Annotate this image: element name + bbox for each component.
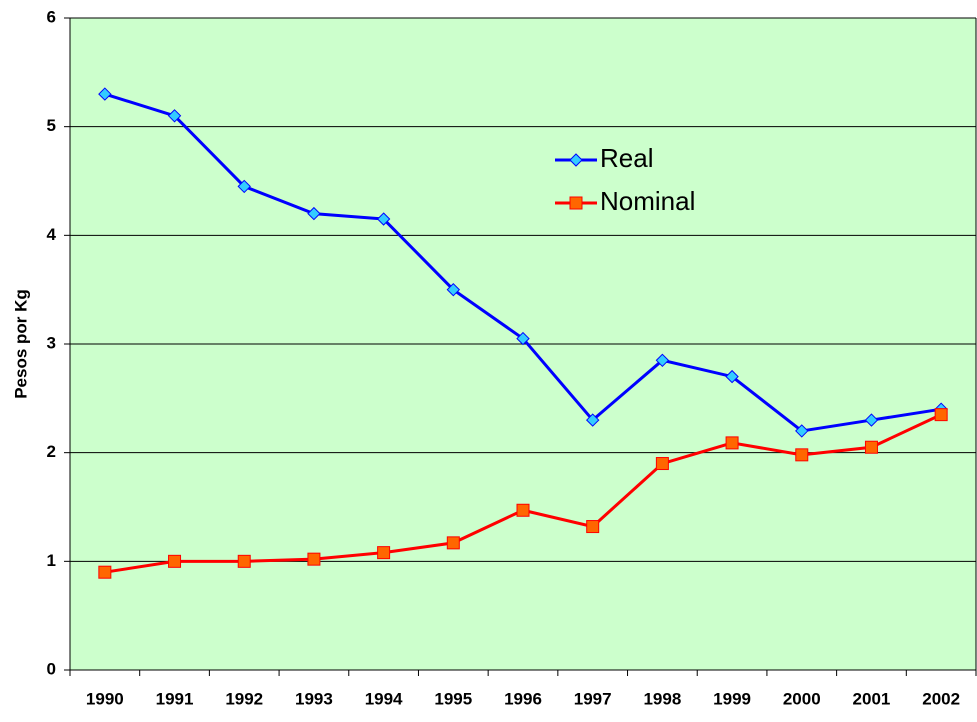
y-axis-label: Pesos por Kg [11, 289, 30, 399]
x-tick-label: 1994 [365, 689, 403, 708]
x-tick-label: 2000 [783, 689, 821, 708]
data-point [934, 408, 948, 422]
y-tick-label: 0 [47, 659, 56, 678]
data-point [98, 565, 112, 579]
data-point [307, 552, 321, 566]
data-point [167, 109, 182, 123]
data-point [98, 87, 112, 101]
data-point [307, 206, 321, 221]
x-tick-label: 1991 [156, 689, 194, 708]
data-point [377, 546, 391, 560]
data-point [586, 520, 600, 534]
x-tick-label: 1999 [713, 689, 751, 708]
x-tick-label: 1990 [86, 689, 124, 708]
data-point [725, 436, 739, 450]
x-tick-label: 1995 [434, 689, 472, 708]
legend-marker [569, 196, 583, 210]
data-point [864, 440, 878, 454]
y-tick-label: 3 [47, 333, 56, 352]
data-point [446, 282, 461, 297]
data-point [795, 424, 809, 438]
data-point [864, 413, 879, 427]
data-point [655, 457, 669, 471]
y-tick-label: 1 [47, 551, 56, 570]
legend-label: Real [600, 143, 653, 173]
legend-marker [569, 153, 583, 167]
y-tick-label: 4 [47, 225, 57, 244]
data-point [446, 536, 460, 550]
data-point [168, 554, 182, 568]
y-tick-label: 6 [47, 7, 56, 26]
legend-label: Nominal [600, 186, 695, 216]
x-tick-label: 1996 [504, 689, 542, 708]
data-point [516, 331, 530, 346]
data-point [585, 413, 600, 427]
x-tick-label: 1998 [643, 689, 681, 708]
data-point [655, 353, 670, 368]
data-point [376, 212, 391, 226]
y-tick-label: 5 [47, 116, 56, 135]
x-tick-label: 1993 [295, 689, 333, 708]
data-point [725, 369, 739, 384]
data-point [237, 554, 251, 568]
x-tick-label: 2002 [922, 689, 960, 708]
data-point [516, 503, 530, 517]
x-tick-label: 2001 [853, 689, 891, 708]
x-tick-label: 1992 [225, 689, 263, 708]
data-point [237, 179, 251, 194]
x-tick-label: 1997 [574, 689, 612, 708]
data-point [795, 448, 809, 462]
y-tick-label: 2 [47, 442, 56, 461]
